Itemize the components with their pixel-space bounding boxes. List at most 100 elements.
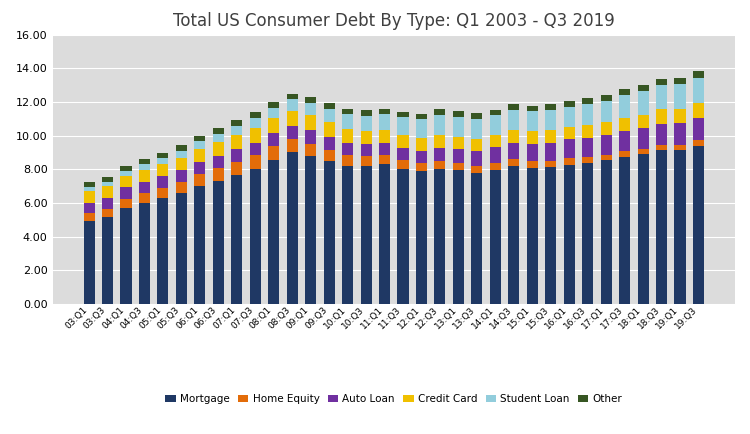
Bar xyxy=(286,94,298,99)
Bar xyxy=(176,145,187,151)
Bar xyxy=(674,123,686,145)
Bar xyxy=(674,145,686,150)
Bar xyxy=(121,187,131,199)
Bar xyxy=(638,85,649,92)
Bar xyxy=(601,160,612,304)
Bar xyxy=(638,128,649,149)
Bar xyxy=(102,186,113,198)
Bar xyxy=(693,71,704,78)
Bar xyxy=(509,159,519,166)
Bar xyxy=(545,161,556,167)
Bar xyxy=(434,115,445,135)
Bar xyxy=(582,138,593,158)
Bar xyxy=(342,128,353,142)
Bar xyxy=(619,157,630,304)
Bar xyxy=(342,142,353,155)
Bar xyxy=(693,146,704,304)
Bar xyxy=(83,203,94,214)
Bar xyxy=(379,130,390,143)
Bar xyxy=(453,137,464,149)
Bar xyxy=(158,176,169,188)
Bar xyxy=(121,176,131,187)
Bar xyxy=(509,142,519,159)
Bar xyxy=(509,110,519,130)
Bar xyxy=(305,115,316,130)
Bar xyxy=(361,166,371,304)
Bar xyxy=(453,163,464,171)
Bar xyxy=(194,136,206,141)
Bar xyxy=(139,182,150,193)
Bar xyxy=(379,108,390,114)
Bar xyxy=(638,149,649,155)
Bar xyxy=(323,109,334,122)
Bar xyxy=(83,221,94,304)
Bar xyxy=(471,139,482,151)
Bar xyxy=(158,164,169,176)
Bar xyxy=(398,135,409,148)
Bar xyxy=(361,131,371,145)
Bar xyxy=(342,114,353,128)
Bar xyxy=(250,143,261,155)
Bar xyxy=(619,151,630,157)
Bar xyxy=(416,114,427,119)
Bar xyxy=(471,173,482,304)
Bar xyxy=(582,99,593,104)
Bar xyxy=(416,171,427,304)
Bar xyxy=(638,115,649,128)
Bar xyxy=(656,109,667,124)
Bar xyxy=(213,168,223,181)
Bar xyxy=(305,130,316,144)
Bar xyxy=(83,182,94,187)
Bar xyxy=(342,155,353,166)
Bar xyxy=(453,112,464,117)
Bar xyxy=(194,162,206,174)
Bar xyxy=(656,150,667,304)
Bar xyxy=(305,156,316,304)
Bar xyxy=(139,170,150,182)
Bar xyxy=(194,186,206,304)
Bar xyxy=(471,151,482,165)
Bar xyxy=(231,126,242,135)
Bar xyxy=(102,217,113,304)
Bar xyxy=(121,166,131,171)
Bar xyxy=(83,187,94,191)
Bar xyxy=(323,122,334,137)
Bar xyxy=(564,164,574,304)
Bar xyxy=(656,85,667,109)
Bar xyxy=(268,118,279,133)
Bar xyxy=(139,164,150,170)
Bar xyxy=(176,170,187,182)
Bar xyxy=(323,103,334,109)
Bar xyxy=(619,95,630,118)
Bar xyxy=(213,134,223,142)
Bar xyxy=(250,118,261,128)
Bar xyxy=(490,135,501,148)
Bar xyxy=(471,113,482,119)
Bar xyxy=(83,191,94,203)
Bar xyxy=(268,133,279,146)
Bar xyxy=(286,126,298,139)
Bar xyxy=(490,163,501,170)
Bar xyxy=(693,78,704,103)
Bar xyxy=(674,78,686,84)
Bar xyxy=(398,112,409,118)
Bar xyxy=(453,171,464,304)
Bar xyxy=(674,109,686,123)
Bar xyxy=(305,144,316,156)
Bar xyxy=(102,177,113,182)
Bar xyxy=(194,149,206,162)
Bar xyxy=(158,158,169,164)
Bar xyxy=(398,148,409,160)
Bar xyxy=(582,125,593,138)
Bar xyxy=(656,79,667,85)
Bar xyxy=(693,103,704,118)
Bar xyxy=(434,169,445,304)
Bar xyxy=(176,158,187,170)
Bar xyxy=(213,142,223,156)
Bar xyxy=(176,151,187,158)
Bar xyxy=(102,182,113,186)
Bar xyxy=(601,101,612,122)
Bar xyxy=(490,170,501,304)
Bar xyxy=(121,207,131,304)
Bar xyxy=(582,158,593,163)
